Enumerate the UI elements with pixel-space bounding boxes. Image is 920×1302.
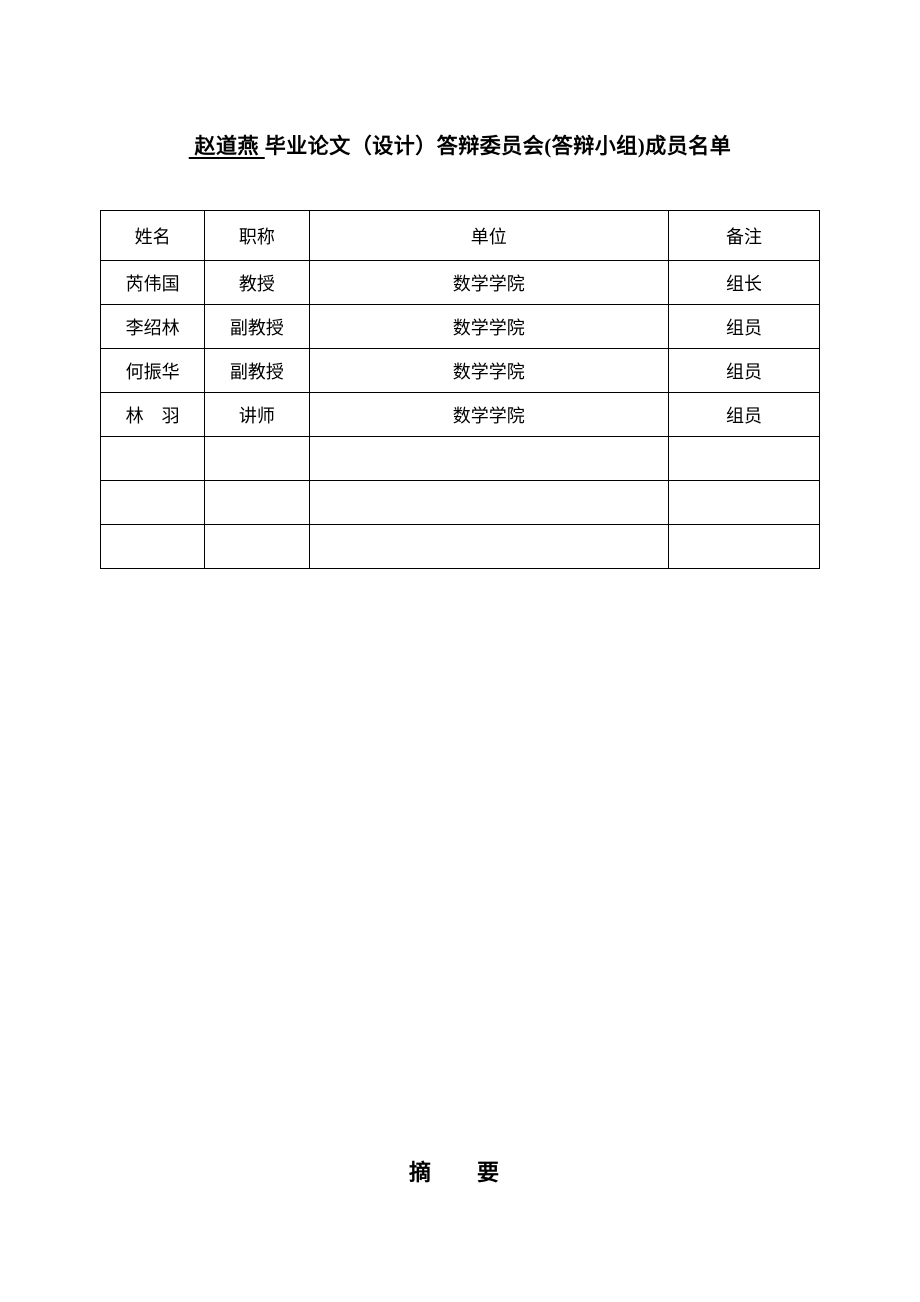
student-name: 赵道燕 (189, 134, 265, 158)
cell-note (669, 437, 820, 481)
cell-name: 何振华 (101, 349, 205, 393)
table-row (101, 525, 820, 569)
table-row (101, 481, 820, 525)
header-note: 备注 (669, 211, 820, 261)
cell-title: 副教授 (205, 305, 309, 349)
cell-title (205, 525, 309, 569)
cell-name (101, 481, 205, 525)
header-title: 职称 (205, 211, 309, 261)
table-row: 李绍林 副教授 数学学院 组员 (101, 305, 820, 349)
student-name-text: 赵道燕 (195, 134, 260, 158)
table-row: 林 羽 讲师 数学学院 组员 (101, 393, 820, 437)
table-header-row: 姓名 职称 单位 备注 (101, 211, 820, 261)
cell-name (101, 437, 205, 481)
abstract-heading: 摘 要 (0, 1155, 920, 1187)
cell-unit (309, 481, 669, 525)
cell-title (205, 437, 309, 481)
cell-title (205, 481, 309, 525)
cell-note: 组员 (669, 393, 820, 437)
cell-name: 芮伟国 (101, 261, 205, 305)
title-rest: 毕业论文（设计）答辩委员会(答辩小组)成员名单 (265, 134, 732, 158)
table-row: 芮伟国 教授 数学学院 组长 (101, 261, 820, 305)
page-title: 赵道燕 毕业论文（设计）答辩委员会(答辩小组)成员名单 (100, 130, 820, 160)
cell-unit: 数学学院 (309, 349, 669, 393)
cell-title: 讲师 (205, 393, 309, 437)
cell-note (669, 481, 820, 525)
cell-note: 组员 (669, 349, 820, 393)
cell-unit (309, 525, 669, 569)
cell-note: 组长 (669, 261, 820, 305)
cell-name (101, 525, 205, 569)
cell-unit: 数学学院 (309, 261, 669, 305)
cell-unit: 数学学院 (309, 305, 669, 349)
cell-note: 组员 (669, 305, 820, 349)
cell-unit (309, 437, 669, 481)
cell-unit: 数学学院 (309, 393, 669, 437)
cell-title: 教授 (205, 261, 309, 305)
table-row (101, 437, 820, 481)
header-name: 姓名 (101, 211, 205, 261)
cell-name: 林 羽 (101, 393, 205, 437)
cell-name: 李绍林 (101, 305, 205, 349)
header-unit: 单位 (309, 211, 669, 261)
table-row: 何振华 副教授 数学学院 组员 (101, 349, 820, 393)
cell-title: 副教授 (205, 349, 309, 393)
committee-table: 姓名 职称 单位 备注 芮伟国 教授 数学学院 组长 李绍林 副教授 数学学院 … (100, 210, 820, 569)
cell-note (669, 525, 820, 569)
